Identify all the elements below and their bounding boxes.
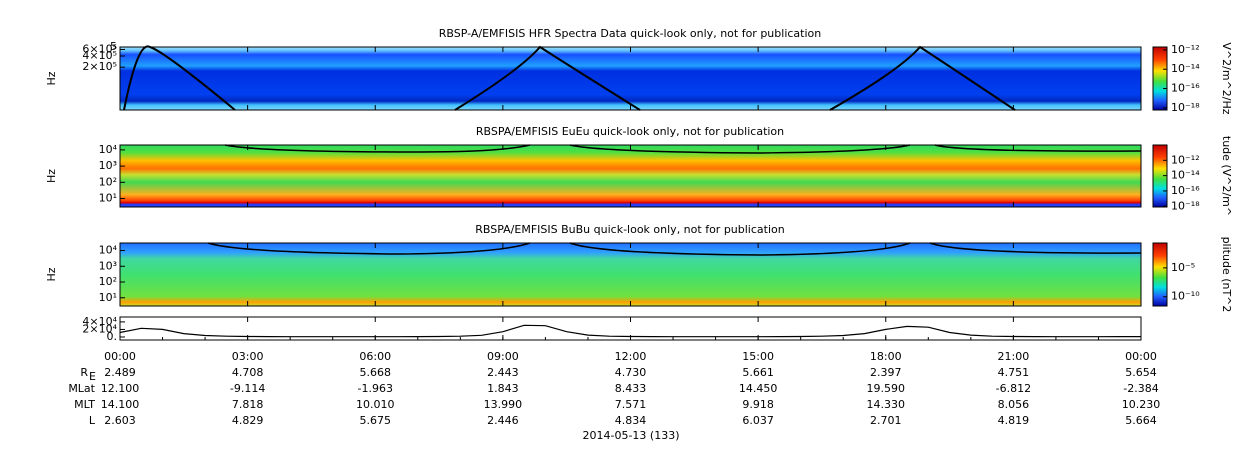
colorbar-tick-label: 10⁻¹⁴ bbox=[1171, 62, 1200, 75]
y-tick-label: 10³ bbox=[99, 259, 117, 272]
ephemeris-value: 4.834 bbox=[615, 414, 647, 427]
ephemeris-value: 14.330 bbox=[867, 398, 906, 411]
ephemeris-value: 10.230 bbox=[1122, 398, 1161, 411]
colorbar-tick-label: 10⁻¹² bbox=[1171, 43, 1200, 56]
colorbar-label: tude (V^2/m^ bbox=[1220, 136, 1233, 216]
ephemeris-value: 19.590 bbox=[867, 382, 906, 395]
y-tick-label: 10³ bbox=[99, 159, 117, 172]
ephemeris-value: 4.829 bbox=[232, 414, 264, 427]
ephemeris-value: 2.489 bbox=[104, 366, 136, 379]
colorbar bbox=[1152, 46, 1168, 111]
y-tick-label: 0. bbox=[107, 330, 118, 343]
spectrogram-image bbox=[120, 243, 1141, 306]
ephemeris-value: -9.114 bbox=[230, 382, 265, 395]
colorbar-tick-label: 10⁻¹⁴ bbox=[1171, 169, 1200, 182]
y-axis-label: Hz bbox=[45, 169, 58, 183]
curve bbox=[224, 144, 1142, 154]
colorbar-tick-label: 10⁻¹⁸ bbox=[1171, 199, 1200, 212]
x-tick-label: 06:00 bbox=[359, 350, 391, 363]
x-tick-label: 00:00 bbox=[1125, 350, 1157, 363]
ephemeris-value: 5.661 bbox=[742, 366, 774, 379]
ephemeris-value: 6.037 bbox=[742, 414, 774, 427]
x-tick-label: 09:00 bbox=[487, 350, 519, 363]
ephemeris-value: 1.843 bbox=[487, 382, 519, 395]
ephemeris-value: 10.010 bbox=[356, 398, 395, 411]
colorbar-tick-label: 10⁻¹² bbox=[1171, 153, 1200, 166]
ephemeris-value: 14.450 bbox=[739, 382, 778, 395]
ephemeris-value: 13.990 bbox=[484, 398, 523, 411]
colorbar-tick-label: 10⁻¹⁶ bbox=[1171, 82, 1200, 95]
panel-title: RBSPA/EMFISIS BuBu quick-look only, not … bbox=[475, 223, 785, 236]
curve bbox=[207, 242, 1142, 256]
curve bbox=[123, 45, 236, 111]
row-label: MLat bbox=[68, 382, 95, 395]
x-tick-label: 03:00 bbox=[232, 350, 264, 363]
y-tick-label: 10² bbox=[99, 175, 117, 188]
row-label: MLT bbox=[74, 398, 95, 411]
colorbar-tick-label: 10⁻¹⁸ bbox=[1171, 101, 1200, 114]
ephemeris-value: 2.443 bbox=[487, 366, 519, 379]
gyro-curves bbox=[123, 45, 1142, 256]
spectrogram-image bbox=[120, 47, 1141, 110]
y-tick-label: 10² bbox=[99, 275, 117, 288]
y-axis-label: Hz bbox=[45, 71, 58, 85]
y-tick-label: 2×10⁴ bbox=[82, 322, 117, 335]
ephemeris-value: 8.433 bbox=[615, 382, 647, 395]
y-tick-label: 10¹ bbox=[99, 291, 117, 304]
curve bbox=[454, 45, 641, 111]
colorbar-tick-label: 10⁻¹⁰ bbox=[1171, 290, 1200, 303]
x-tick-label: 21:00 bbox=[998, 350, 1030, 363]
y-tick-label: 10¹ bbox=[99, 192, 117, 205]
colorbar bbox=[1152, 242, 1168, 307]
ephemeris-value: -1.963 bbox=[358, 382, 393, 395]
y-tick-label: 10⁴ bbox=[99, 244, 118, 257]
ephemeris-value: 5.654 bbox=[1125, 366, 1157, 379]
ephemeris-value: 14.100 bbox=[101, 398, 140, 411]
row-label-sub: E bbox=[89, 370, 96, 383]
ephemeris-value: 4.751 bbox=[998, 366, 1030, 379]
x-tick-label: 00:00 bbox=[104, 350, 136, 363]
ephemeris-value: 5.668 bbox=[360, 366, 392, 379]
colorbar-tick-label: 10⁻¹⁶ bbox=[1171, 184, 1200, 197]
ephemeris-value: 4.708 bbox=[232, 366, 264, 379]
line-series bbox=[119, 324, 1141, 338]
ephemeris-value: 2.446 bbox=[487, 414, 519, 427]
ephemeris-value: 4.730 bbox=[615, 366, 647, 379]
panel-title: RBSPA/EMFISIS EuEu quick-look only, not … bbox=[476, 125, 784, 138]
y-tick-label: 2×10⁵ bbox=[82, 60, 117, 73]
colorbar-label: plitude (nT^2 bbox=[1220, 237, 1233, 313]
ephemeris-value: 12.100 bbox=[101, 382, 140, 395]
ephemeris-value: 5.664 bbox=[1125, 414, 1157, 427]
ephemeris-value: 9.918 bbox=[742, 398, 774, 411]
y-tick-label: 10⁴ bbox=[99, 143, 118, 156]
ephemeris-value: 2.397 bbox=[870, 366, 902, 379]
ephemeris-value: -2.384 bbox=[1123, 382, 1158, 395]
row-label: R bbox=[80, 366, 88, 379]
ephemeris-value: 8.056 bbox=[998, 398, 1030, 411]
date-label: 2014-05-13 (133) bbox=[582, 429, 679, 442]
x-tick-label: 12:00 bbox=[615, 350, 647, 363]
ephemeris-value: -6.812 bbox=[996, 382, 1031, 395]
y-tick-label: 6×10⁵ bbox=[82, 42, 117, 55]
x-tick-label: 15:00 bbox=[742, 350, 774, 363]
y-tick-label: 5 bbox=[110, 40, 117, 53]
ephemeris-value: 5.675 bbox=[360, 414, 392, 427]
y-tick-label: 4×10⁴ bbox=[82, 315, 117, 328]
y-tick-label: 4×10⁵ bbox=[82, 49, 117, 62]
panel-title: RBSP-A/EMFISIS HFR Spectra Data quick-lo… bbox=[439, 27, 822, 40]
ephemeris-value: 2.701 bbox=[870, 414, 902, 427]
curve bbox=[829, 45, 1016, 111]
x-tick-label: 18:00 bbox=[870, 350, 902, 363]
spectrogram-image bbox=[120, 145, 1141, 207]
ephemeris-value: 7.818 bbox=[232, 398, 264, 411]
ephemeris-value: 2.603 bbox=[104, 414, 136, 427]
row-label: L bbox=[89, 414, 96, 427]
y-axis-label: Hz bbox=[45, 267, 58, 281]
colorbar-tick-label: 10⁻⁵ bbox=[1171, 261, 1195, 274]
ephemeris-value: 7.571 bbox=[615, 398, 647, 411]
colorbar-label: V^2/m^2/Hz bbox=[1220, 42, 1233, 114]
ephemeris-value: 4.819 bbox=[998, 414, 1030, 427]
